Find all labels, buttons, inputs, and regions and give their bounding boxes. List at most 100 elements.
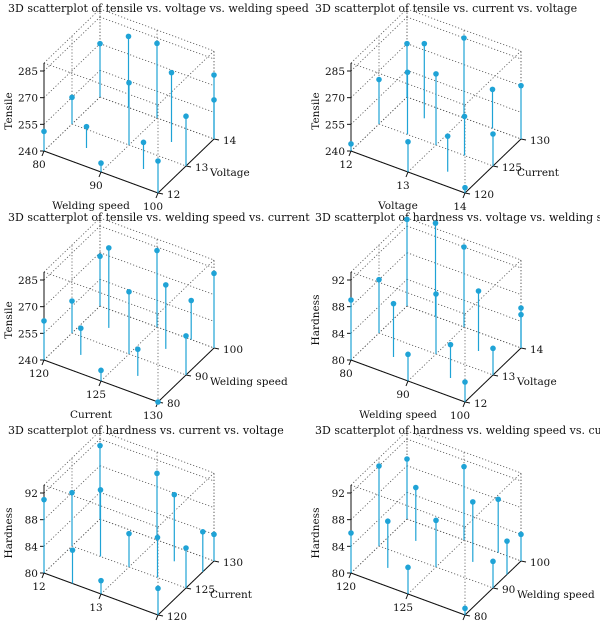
z-axis-label: Tensile bbox=[3, 92, 15, 129]
data-point bbox=[495, 496, 501, 503]
data-point bbox=[154, 247, 160, 254]
box-edge bbox=[350, 271, 466, 315]
floor-grid-line bbox=[71, 332, 187, 376]
data-point bbox=[518, 311, 524, 318]
y-tick bbox=[185, 165, 192, 168]
data-point bbox=[163, 282, 169, 288]
x-tick-label: 90 bbox=[89, 180, 102, 192]
y-tick-label: 80 bbox=[474, 611, 487, 622]
data-point bbox=[405, 138, 411, 145]
data-point bbox=[183, 113, 189, 120]
y-tick-label: 12 bbox=[167, 189, 180, 201]
data-point bbox=[518, 531, 524, 538]
box-edge bbox=[43, 217, 101, 273]
box-edge bbox=[43, 430, 101, 486]
back-wall-grid-line bbox=[99, 518, 215, 562]
y-tick-label: 100 bbox=[530, 557, 550, 569]
x-tick bbox=[405, 593, 409, 600]
back-wall-grid-line bbox=[99, 43, 215, 87]
panel-6: 3D scatterplot of hardness vs. welding s… bbox=[310, 424, 600, 622]
back-wall-grid-line bbox=[406, 491, 522, 535]
data-point bbox=[41, 496, 47, 503]
data-point bbox=[97, 40, 103, 47]
back-wall-grid-line bbox=[406, 225, 522, 269]
data-point bbox=[97, 487, 104, 493]
z-tick-label: 270 bbox=[325, 93, 345, 105]
data-point bbox=[376, 463, 382, 469]
data-point bbox=[168, 69, 175, 76]
data-point bbox=[69, 298, 75, 304]
x-tick-label: 125 bbox=[393, 602, 413, 614]
y-axis-label: Welding speed bbox=[517, 589, 595, 601]
data-point bbox=[183, 545, 189, 551]
data-point bbox=[98, 160, 104, 166]
back-wall-grid-line bbox=[99, 305, 215, 349]
panel-3: 3D scatterplot of tensile vs. welding sp… bbox=[3, 211, 310, 422]
x-tick bbox=[98, 171, 102, 178]
data-point bbox=[78, 325, 84, 332]
z-tick-label: 92 bbox=[25, 488, 38, 500]
y-axis-label: Welding speed bbox=[210, 376, 288, 388]
y-tick-label: 80 bbox=[167, 398, 180, 410]
y-tick-label: 90 bbox=[502, 584, 515, 596]
y-tick bbox=[185, 587, 192, 590]
data-point bbox=[475, 288, 482, 294]
y-tick-label: 14 bbox=[223, 135, 237, 147]
x-tick bbox=[98, 593, 102, 600]
floor-grid-line bbox=[71, 545, 187, 589]
x-axis-label: Welding speed bbox=[359, 409, 437, 421]
y-tick-label: 120 bbox=[167, 611, 187, 622]
data-point bbox=[462, 184, 468, 191]
box-edge bbox=[99, 217, 215, 261]
data-point bbox=[489, 86, 496, 93]
box-edge bbox=[43, 8, 101, 64]
y-tick bbox=[213, 560, 220, 563]
box-edge bbox=[350, 217, 408, 273]
data-point bbox=[404, 40, 410, 47]
chart-title: 3D scatterplot of hardness vs. current v… bbox=[8, 424, 284, 437]
z-tick-label: 80 bbox=[25, 568, 38, 580]
data-point bbox=[348, 297, 354, 303]
z-axis-label: Tensile bbox=[310, 92, 322, 129]
z-tick-label: 92 bbox=[332, 488, 345, 500]
box-edge bbox=[406, 430, 522, 474]
floor-grid-line bbox=[378, 123, 494, 167]
x-axis-label: Welding speed bbox=[52, 200, 130, 212]
z-axis-label: Hardness bbox=[310, 508, 322, 559]
y-axis-label: Voltage bbox=[209, 167, 250, 179]
x-tick-label: 120 bbox=[29, 368, 49, 380]
panel-4: 3D scatterplot of hardness vs. voltage v… bbox=[310, 211, 600, 422]
floor-grid-line bbox=[71, 123, 187, 167]
z-tick-label: 240 bbox=[18, 146, 38, 158]
x-tick-label: 12 bbox=[32, 581, 45, 593]
data-point bbox=[155, 158, 161, 164]
panel-1: 3D scatterplot of tensile vs. voltage vs… bbox=[3, 2, 309, 213]
x-tick bbox=[405, 380, 409, 387]
z-tick-label: 84 bbox=[25, 541, 39, 553]
x-tick bbox=[98, 380, 102, 387]
box-edge bbox=[43, 62, 159, 106]
back-wall-grid-line bbox=[406, 96, 522, 140]
left-wall-grid-line bbox=[350, 225, 408, 281]
floor-grid-line bbox=[378, 332, 494, 376]
z-tick-label: 84 bbox=[332, 328, 346, 340]
data-point bbox=[461, 113, 468, 120]
left-wall-grid-line bbox=[43, 225, 101, 281]
data-point bbox=[211, 531, 217, 538]
y-tick bbox=[185, 374, 192, 377]
box-edge bbox=[99, 8, 215, 52]
data-point bbox=[98, 577, 104, 584]
data-point bbox=[211, 97, 217, 103]
data-point bbox=[490, 558, 496, 565]
y-tick-label: 13 bbox=[195, 162, 208, 174]
data-point bbox=[490, 345, 496, 352]
z-tick-label: 255 bbox=[18, 328, 38, 340]
y-tick bbox=[492, 165, 499, 168]
data-point bbox=[69, 94, 75, 101]
data-point bbox=[200, 529, 206, 535]
data-point bbox=[447, 341, 454, 348]
box-edge bbox=[99, 430, 215, 474]
box-edge bbox=[350, 62, 466, 106]
chart-title: 3D scatterplot of tensile vs. voltage vs… bbox=[8, 2, 309, 15]
